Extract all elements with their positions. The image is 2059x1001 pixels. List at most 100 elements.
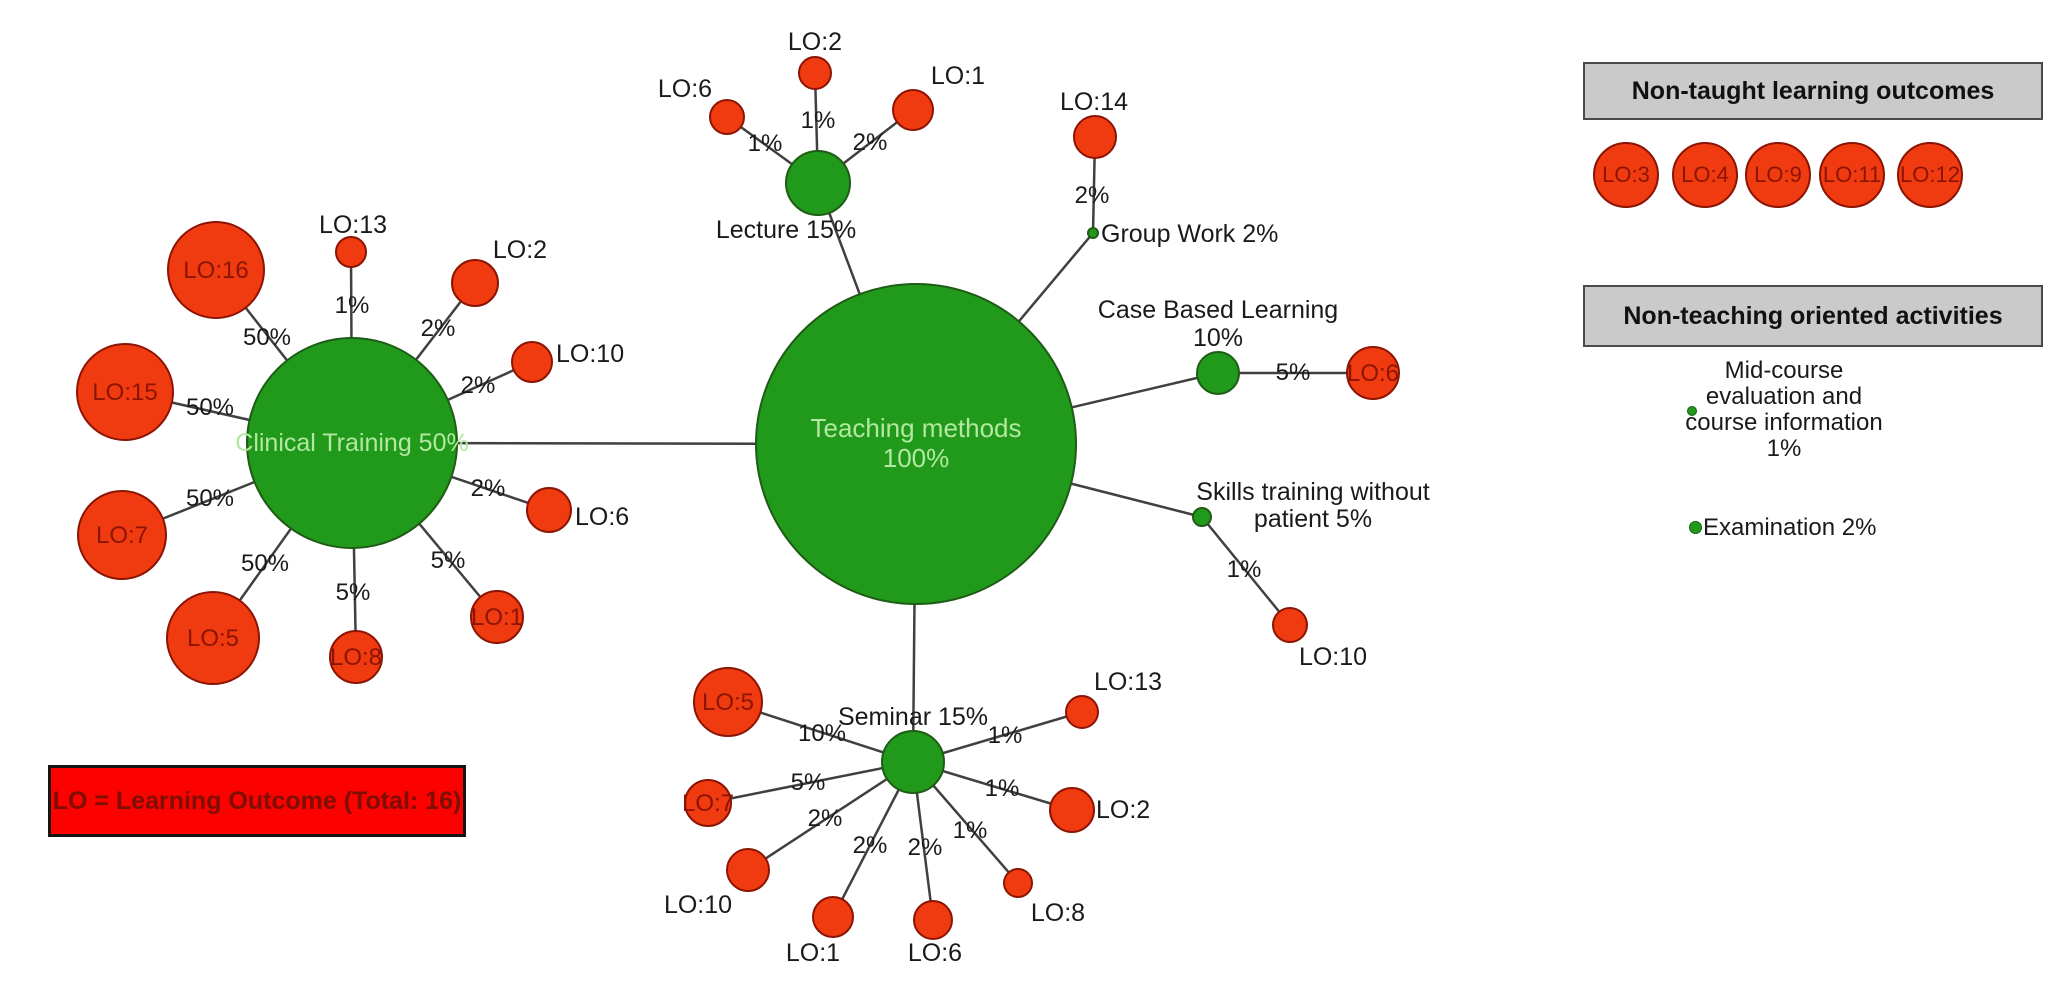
- clinical-training-label: Clinical Training 50%: [235, 429, 468, 457]
- seminar-lo6-pct: 2%: [908, 834, 943, 861]
- edge-seminar-lo10: [747, 760, 914, 872]
- cbl-lo6-label: LO:6: [1347, 360, 1399, 387]
- node-clinical-lo2: [451, 259, 499, 307]
- seminar-lo8-pct: 1%: [953, 817, 988, 844]
- node-lecture-lo2: [798, 56, 832, 90]
- non-taught-lo4-label: LO:4: [1681, 162, 1729, 187]
- lecture-lo6-pct: 1%: [748, 130, 783, 157]
- non-taught-lo11-label: LO:11: [1822, 162, 1882, 187]
- seminar-lo1-label: LO:1: [786, 939, 840, 967]
- groupwork-lo14-label: LO:14: [1060, 88, 1128, 116]
- clinical-lo16-pct: 50%: [243, 324, 291, 351]
- seminar-lo6-label: LO:6: [908, 939, 962, 967]
- node-clinical-lo6: [526, 487, 572, 533]
- seminar-lo13-label: LO:13: [1094, 668, 1162, 696]
- non-taught-lo9-label: LO:9: [1754, 162, 1802, 187]
- seminar-lo7-label: LO:7: [682, 790, 734, 817]
- clinical-lo1-pct: 5%: [431, 547, 466, 574]
- skills-lo10-label: LO:10: [1299, 643, 1367, 671]
- node-teaching-methods: [755, 283, 1077, 605]
- lecture-lo2-pct: 1%: [801, 107, 836, 134]
- node-seminar-lo8: [1003, 868, 1033, 898]
- node-seminar-lo13: [1065, 695, 1099, 729]
- seminar-lo2-label: LO:2: [1096, 796, 1150, 824]
- seminar-lo8-label: LO:8: [1031, 899, 1085, 927]
- node-skills-training: [1192, 507, 1212, 527]
- node-clinical-lo8: [329, 630, 383, 684]
- seminar-lo10-label: LO:10: [664, 891, 732, 919]
- skills-lo10-pct: 1%: [1227, 556, 1262, 583]
- node-case-based-learning: [1196, 351, 1240, 395]
- node-seminar-lo1: [812, 896, 854, 938]
- clinical-lo16-label: LO:16: [183, 257, 248, 284]
- clinical-lo5-pct: 50%: [241, 550, 289, 577]
- non-taught-lo4: LO:4: [1672, 142, 1738, 208]
- cbl-lo6-pct: 5%: [1276, 359, 1311, 386]
- non-taught-lo3-label: LO:3: [1602, 162, 1650, 187]
- edge-skills-lo10: [1201, 516, 1291, 626]
- non-teaching-title: Non-teaching oriented activities: [1623, 301, 2003, 330]
- clinical-lo6-pct: 2%: [471, 475, 506, 502]
- node-lecture: [785, 150, 851, 216]
- seminar-lo7-pct: 5%: [791, 769, 826, 796]
- seminar-lo5-pct: 10%: [798, 720, 846, 747]
- node-group-work: [1087, 227, 1099, 239]
- skills-label-line1: Skills training without: [1196, 478, 1429, 506]
- node-skills-lo10: [1272, 607, 1308, 643]
- lecture-lo1-label: LO:1: [931, 62, 985, 90]
- node-clinical-training: [246, 337, 458, 549]
- teaching-methods-graph: Teaching methods 100% Clinical Training …: [76, 28, 1430, 967]
- clinical-lo2-pct: 2%: [421, 315, 456, 342]
- lecture-lo2-label: LO:2: [788, 28, 842, 56]
- skills-label-line2: patient 5%: [1254, 505, 1372, 533]
- node-seminar-lo5: [693, 667, 763, 737]
- legend-label: LO = Learning Outcome (Total: 16): [52, 786, 462, 815]
- clinical-lo1-label: LO:1: [471, 604, 523, 631]
- node-clinical-lo1: [470, 590, 524, 644]
- lecture-lo6-label: LO:6: [658, 75, 712, 103]
- clinical-lo7-pct: 50%: [186, 485, 234, 512]
- non-taught-lo3: LO:3: [1593, 142, 1659, 208]
- non-taught-lo9: LO:9: [1745, 142, 1811, 208]
- clinical-lo2-label: LO:2: [493, 236, 547, 264]
- midcourse-line4: 1%: [1766, 435, 1802, 462]
- node-clinical-lo7: [77, 490, 167, 580]
- node-seminar-lo2: [1049, 787, 1095, 833]
- midcourse-line3: course information: [1685, 409, 1883, 436]
- midcourse-line1: Mid-course: [1724, 357, 1844, 384]
- node-seminar-lo10: [726, 848, 770, 892]
- teaching-methods-label-line1: Teaching methods: [810, 413, 1021, 443]
- clinical-lo15-label: LO:15: [92, 379, 157, 406]
- clinical-lo13-label: LO:13: [319, 211, 387, 239]
- examination-dot-icon: [1689, 521, 1702, 534]
- seminar-lo1-pct: 2%: [853, 832, 888, 859]
- non-taught-lo11: LO:11: [1819, 142, 1885, 208]
- node-seminar-lo6: [913, 900, 953, 940]
- seminar-lo5-label: LO:5: [702, 689, 754, 716]
- edge-seminar-lo7: [707, 760, 914, 805]
- midcourse-label: Mid-course evaluation and course informa…: [1684, 358, 1884, 462]
- clinical-lo6-label: LO:6: [575, 503, 629, 531]
- clinical-lo10-pct: 2%: [461, 372, 496, 399]
- group-work-label: Group Work 2%: [1101, 220, 1278, 248]
- midcourse-dot-icon: [1687, 406, 1697, 416]
- seminar-lo13-pct: 1%: [988, 722, 1023, 749]
- node-seminar-lo7: [684, 779, 732, 827]
- node-clinical-lo10: [511, 341, 553, 383]
- non-taught-lo12-label: LO:12: [1900, 162, 1960, 187]
- clinical-lo15-pct: 50%: [186, 394, 234, 421]
- node-clinical-lo15: [76, 343, 174, 441]
- lecture-lo1-pct: 2%: [853, 129, 888, 156]
- clinical-lo10-label: LO:10: [556, 340, 624, 368]
- clinical-lo5-label: LO:5: [187, 625, 239, 652]
- non-taught-header: Non-taught learning outcomes: [1583, 62, 2043, 120]
- teaching-methods-label-line2: 100%: [883, 443, 950, 473]
- node-lecture-lo6: [709, 99, 745, 135]
- node-groupwork-lo14: [1073, 115, 1117, 159]
- lecture-label: Lecture 15%: [716, 216, 856, 244]
- node-cbl-lo6: [1346, 346, 1400, 400]
- node-lecture-lo1: [892, 89, 934, 131]
- node-clinical-lo5: [166, 591, 260, 685]
- non-teaching-header: Non-teaching oriented activities: [1583, 285, 2043, 347]
- node-clinical-lo16: [167, 221, 265, 319]
